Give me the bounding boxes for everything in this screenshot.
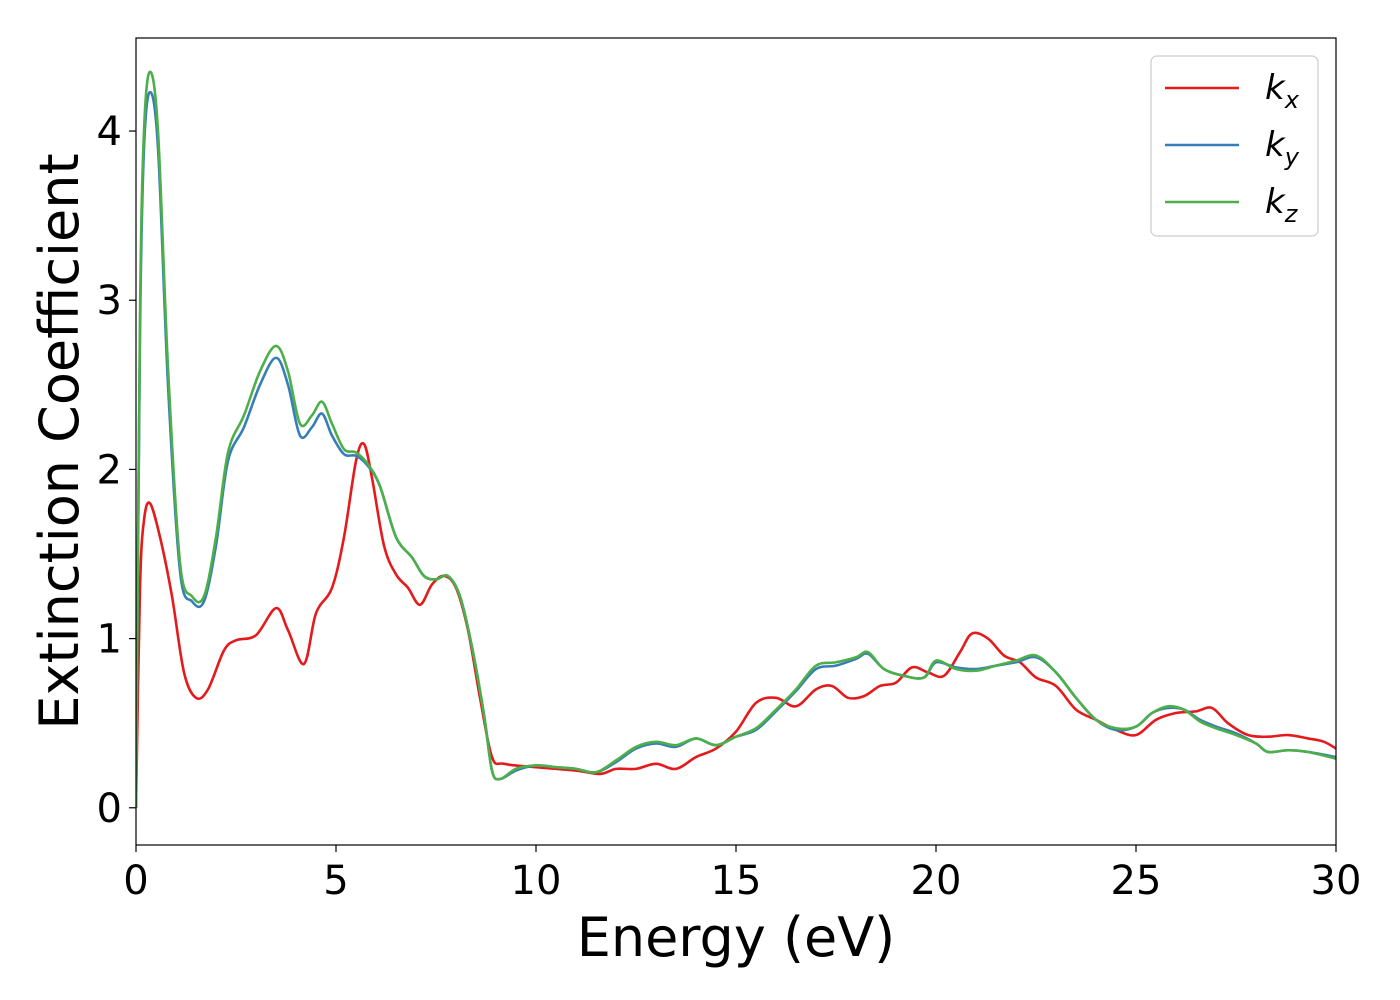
y-tick-label: 3 [97, 278, 122, 324]
y-tick-label: 0 [97, 786, 122, 832]
y-axis: 0 1 2 3 4 [97, 109, 136, 832]
y-tick-label: 2 [97, 447, 122, 493]
legend-label-k-y: ky [1265, 125, 1300, 171]
legend: kx ky kz [1150, 55, 1319, 237]
legend-label-k-x: kx [1265, 68, 1300, 114]
y-tick-label: 1 [97, 617, 122, 663]
x-tick-label: 30 [1311, 858, 1362, 904]
x-tick-label: 20 [911, 858, 962, 904]
x-tick-label: 25 [1111, 858, 1162, 904]
series-line-k-z [136, 70, 1336, 808]
x-tick-label: 15 [711, 858, 762, 904]
x-axis-title: Energy (eV) [577, 906, 896, 969]
y-axis-title: Extinction Coefficient [28, 153, 91, 729]
x-tick-label: 5 [323, 858, 348, 904]
x-tick-label: 0 [123, 858, 148, 904]
series-layer [136, 70, 1336, 808]
x-tick-label: 10 [511, 858, 562, 904]
y-tick-label: 4 [97, 109, 122, 155]
legend-label-k-z: kz [1265, 182, 1299, 228]
x-axis: 0 5 10 15 20 25 30 [123, 845, 1361, 904]
series-line-k-x [136, 442, 1336, 808]
